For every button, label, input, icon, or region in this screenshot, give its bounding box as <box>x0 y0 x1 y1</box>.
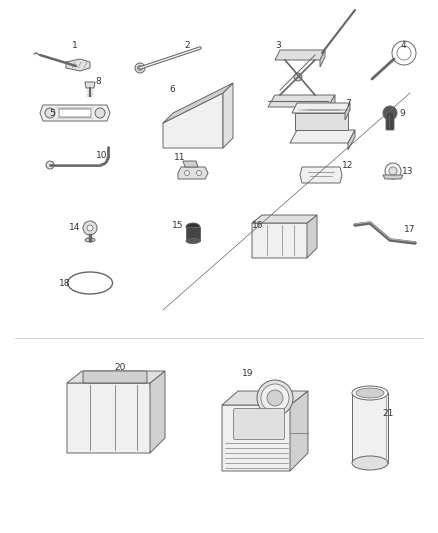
Polygon shape <box>252 215 317 223</box>
Ellipse shape <box>85 238 95 242</box>
Text: 17: 17 <box>404 224 416 233</box>
Polygon shape <box>292 103 350 113</box>
Text: 12: 12 <box>343 160 354 169</box>
Polygon shape <box>163 93 223 148</box>
Text: 9: 9 <box>399 109 405 117</box>
Polygon shape <box>345 103 350 120</box>
FancyBboxPatch shape <box>83 371 147 383</box>
Circle shape <box>46 161 54 169</box>
Text: 19: 19 <box>242 368 254 377</box>
Circle shape <box>45 108 55 118</box>
FancyBboxPatch shape <box>386 112 394 130</box>
Text: 16: 16 <box>252 221 264 230</box>
Polygon shape <box>67 383 153 453</box>
Polygon shape <box>40 105 110 121</box>
Text: 11: 11 <box>174 154 186 163</box>
Polygon shape <box>222 405 295 471</box>
Polygon shape <box>348 130 355 150</box>
Circle shape <box>95 108 105 118</box>
Circle shape <box>389 167 397 175</box>
Circle shape <box>184 171 190 175</box>
Text: 3: 3 <box>275 42 281 51</box>
Polygon shape <box>307 215 317 258</box>
Polygon shape <box>275 50 325 60</box>
Text: 5: 5 <box>49 109 55 117</box>
Circle shape <box>267 390 283 406</box>
Circle shape <box>257 380 293 416</box>
Circle shape <box>243 426 253 436</box>
Text: 15: 15 <box>172 222 184 230</box>
Polygon shape <box>223 83 233 148</box>
Polygon shape <box>295 113 348 130</box>
Text: 7: 7 <box>345 99 351 108</box>
Polygon shape <box>178 167 208 179</box>
Polygon shape <box>352 393 388 463</box>
Text: 21: 21 <box>382 408 394 417</box>
Polygon shape <box>252 223 310 258</box>
Circle shape <box>385 163 401 179</box>
Text: 20: 20 <box>114 364 126 373</box>
Text: 8: 8 <box>95 77 101 85</box>
Polygon shape <box>183 161 198 167</box>
Text: 18: 18 <box>59 279 71 287</box>
Circle shape <box>138 66 142 70</box>
Circle shape <box>87 225 93 231</box>
Polygon shape <box>320 50 325 67</box>
Text: 4: 4 <box>400 42 406 51</box>
Circle shape <box>135 63 145 73</box>
Polygon shape <box>300 167 342 183</box>
Polygon shape <box>383 175 403 179</box>
Polygon shape <box>290 130 355 143</box>
Text: 10: 10 <box>96 150 108 159</box>
Ellipse shape <box>186 238 200 244</box>
Polygon shape <box>186 227 200 241</box>
Polygon shape <box>222 391 308 405</box>
Polygon shape <box>67 371 165 383</box>
Text: 14: 14 <box>69 223 81 232</box>
Text: 6: 6 <box>169 85 175 94</box>
Circle shape <box>243 413 253 423</box>
FancyBboxPatch shape <box>233 408 285 440</box>
Polygon shape <box>150 371 165 453</box>
Ellipse shape <box>67 272 113 294</box>
Polygon shape <box>85 82 95 88</box>
Ellipse shape <box>352 386 388 400</box>
Circle shape <box>83 221 97 235</box>
Polygon shape <box>328 95 335 115</box>
Polygon shape <box>163 83 233 123</box>
Ellipse shape <box>356 388 384 398</box>
Polygon shape <box>268 95 335 107</box>
Text: 2: 2 <box>184 42 190 51</box>
FancyBboxPatch shape <box>59 109 91 117</box>
Polygon shape <box>66 59 90 71</box>
Ellipse shape <box>352 456 388 470</box>
Circle shape <box>383 106 397 120</box>
Text: 1: 1 <box>72 42 78 51</box>
Circle shape <box>261 384 289 412</box>
Polygon shape <box>290 391 308 471</box>
Circle shape <box>294 73 302 81</box>
Ellipse shape <box>186 223 200 231</box>
Circle shape <box>197 171 201 175</box>
Text: 13: 13 <box>402 166 414 175</box>
